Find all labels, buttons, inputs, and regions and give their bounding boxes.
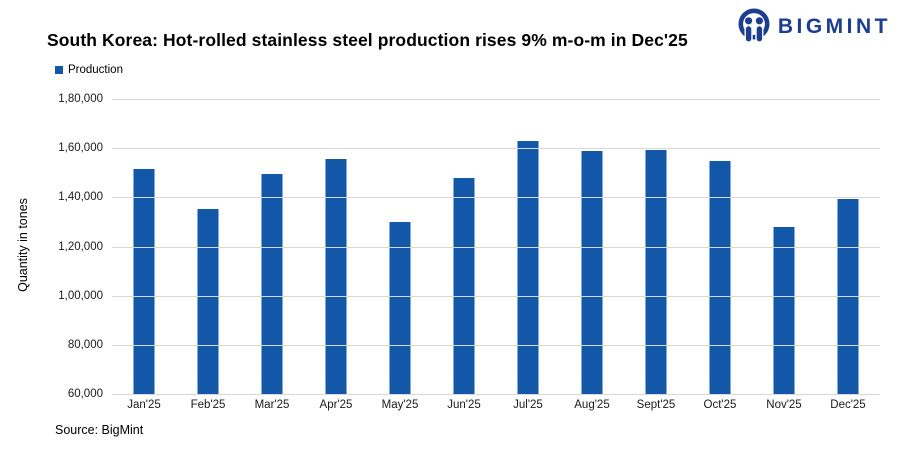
legend: Production: [55, 64, 123, 76]
bar-Jul'25: [517, 141, 539, 394]
grid-line: [112, 394, 880, 395]
x-tick-label: Jul'25: [513, 399, 543, 411]
bar-Feb'25: [197, 209, 219, 394]
y-tick-label: 1,80,000: [58, 93, 103, 105]
chart-title: South Korea: Hot-rolled stainless steel …: [47, 30, 688, 50]
x-tick-label: Oct'25: [703, 399, 737, 411]
bar-Apr'25: [325, 158, 347, 394]
bar-Jun'25: [453, 178, 475, 394]
grid-line: [112, 99, 880, 100]
x-tick-label: Apr'25: [319, 399, 353, 411]
grid-line: [112, 344, 880, 346]
bar-slot: [624, 99, 688, 394]
bar-slot: [112, 99, 176, 394]
bar-slot: [368, 99, 432, 394]
bar-slot: [304, 99, 368, 394]
y-tick-label: 1,20,000: [58, 240, 103, 253]
grid-line: [112, 148, 880, 150]
y-axis-ticks: 1,80,000 1,60,000 1,40,000 1,20,000 1,00,000…: [30, 93, 103, 400]
y-tick-label: 1,60,000: [58, 142, 103, 155]
brand-logo: BIGMINT: [737, 8, 891, 46]
bigmint-logo-icon: [738, 8, 770, 43]
bar-slot: [240, 99, 304, 394]
x-tick-label: Jun'25: [447, 399, 481, 411]
y-tick-label: 60,000: [67, 388, 103, 400]
source-note: Source: BigMint: [55, 423, 144, 437]
y-tick-label: 1,40,000: [58, 191, 103, 204]
grid-line: [112, 295, 880, 297]
grid-line: [112, 197, 880, 199]
x-tick-label: Dec'25: [830, 399, 866, 411]
brand-name: BIGMINT: [777, 15, 891, 38]
x-tick-label: Jan'25: [127, 399, 161, 411]
bar-series-production: [112, 99, 880, 394]
x-tick-label: Feb'25: [190, 399, 226, 411]
plot-area: [112, 99, 880, 395]
bar-Oct'25: [709, 160, 731, 394]
bar-slot: [560, 99, 624, 394]
bar-Aug'25: [581, 150, 603, 394]
bar-slot: [496, 99, 560, 394]
x-tick-label: Mar'25: [254, 399, 290, 411]
y-tick-label: 1,00,000: [58, 289, 103, 302]
bar-slot: [688, 99, 752, 394]
y-tick-label: 80,000: [67, 338, 103, 351]
bar-May'25: [389, 221, 411, 394]
grid-line: [112, 246, 880, 248]
bar-Mar'25: [261, 173, 283, 394]
bar-Sept'25: [645, 149, 667, 394]
legend-swatch: [55, 66, 63, 74]
x-tick-label: May'25: [381, 399, 419, 411]
bar-Nov'25: [773, 227, 795, 394]
bar-slot: [432, 99, 496, 394]
x-tick-label: Nov'25: [766, 399, 802, 411]
bar-Jan'25: [133, 169, 155, 394]
bar-slot: [176, 99, 240, 394]
x-axis-labels: Jan'25 Feb'25 Mar'25 Apr'25 May'25 Jun'25 Jul'…: [112, 399, 880, 411]
bar-slot: [752, 99, 816, 394]
x-tick-label: Sept'25: [636, 399, 676, 411]
x-tick-label: Aug'25: [574, 399, 610, 411]
y-axis-title: Quantity in tones: [16, 198, 30, 292]
legend-label: Production: [68, 64, 123, 76]
